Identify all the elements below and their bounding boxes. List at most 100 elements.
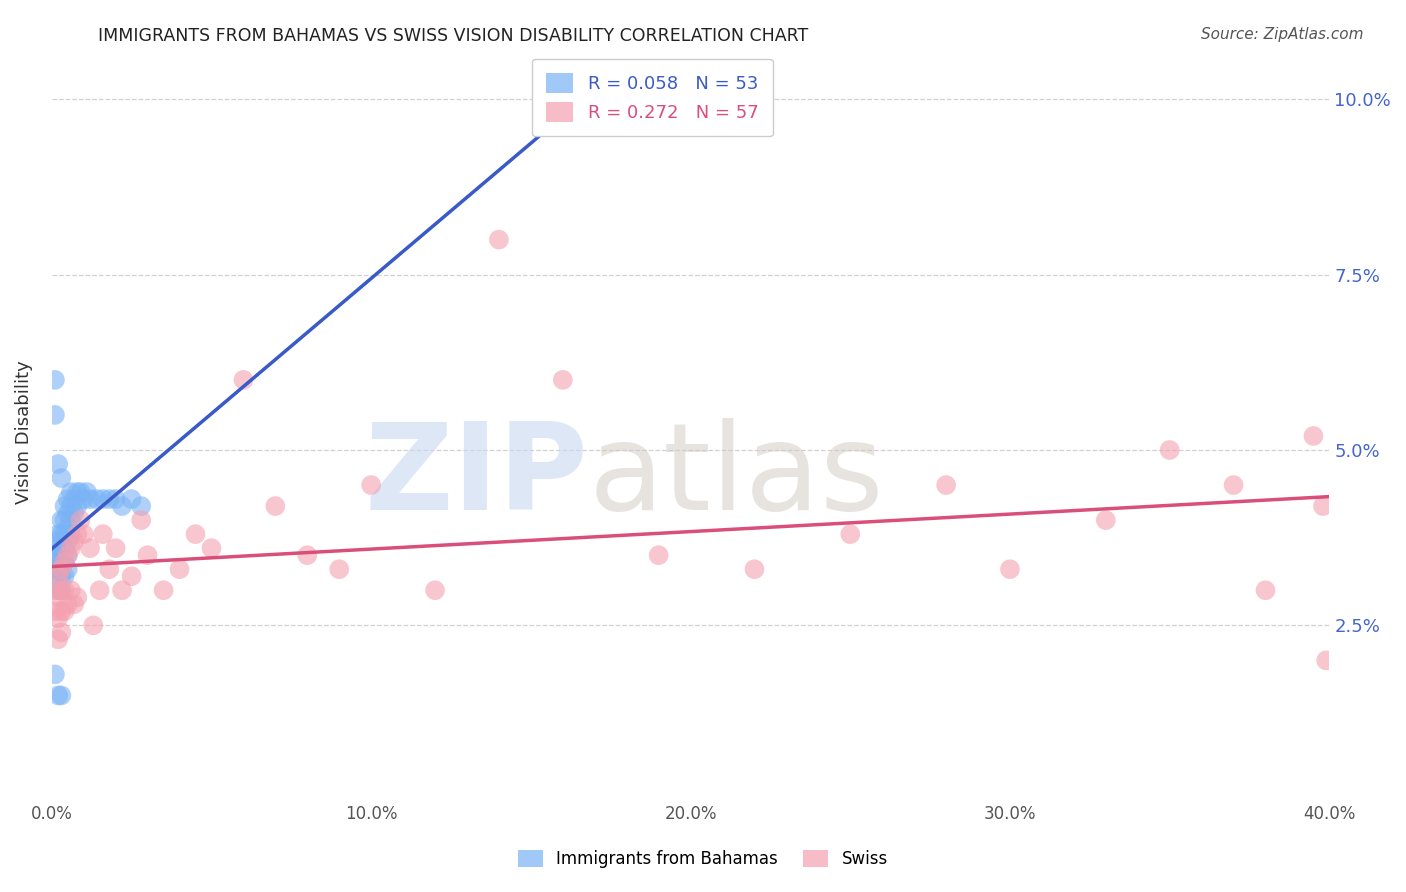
Point [59, 499, 82, 513]
Point [111, 583, 134, 598]
Point [59, 485, 82, 500]
Point [551, 373, 574, 387]
Point [44, 583, 66, 598]
Point [76, 485, 98, 500]
Point [98, 492, 121, 507]
Point [42, 562, 65, 576]
Point [51, 555, 73, 569]
Point [59, 541, 82, 556]
Point [44, 569, 66, 583]
Point [136, 548, 159, 562]
Point [46, 591, 69, 605]
Point [53, 541, 76, 556]
Point [184, 527, 207, 541]
Point [169, 562, 191, 576]
Point [121, 492, 143, 507]
Point [63, 534, 86, 549]
Point [79, 541, 101, 556]
Point [63, 597, 86, 611]
Point [63, 492, 86, 507]
Point [91, 492, 114, 507]
Legend: Immigrants from Bahamas, Swiss: Immigrants from Bahamas, Swiss [512, 843, 894, 875]
Point [98, 562, 121, 576]
Point [44, 408, 66, 422]
Point [51, 562, 73, 576]
Point [59, 583, 82, 598]
Point [51, 569, 73, 583]
Point [56, 562, 79, 576]
Point [91, 527, 114, 541]
Point [1094, 513, 1116, 527]
Point [44, 604, 66, 618]
Point [839, 527, 862, 541]
Y-axis label: Vision Disability: Vision Disability [15, 360, 32, 504]
Point [86, 492, 108, 507]
Point [53, 513, 76, 527]
Point [51, 583, 73, 598]
Point [53, 555, 76, 569]
Point [56, 520, 79, 534]
Point [46, 632, 69, 647]
Point [79, 492, 101, 507]
Point [69, 485, 91, 500]
Point [51, 689, 73, 703]
Point [44, 373, 66, 387]
Point [66, 527, 89, 541]
Point [53, 569, 76, 583]
Point [53, 604, 76, 618]
Point [56, 548, 79, 562]
Point [53, 499, 76, 513]
Point [44, 667, 66, 681]
Point [46, 457, 69, 471]
Point [66, 485, 89, 500]
Text: Source: ZipAtlas.com: Source: ZipAtlas.com [1201, 27, 1364, 42]
Point [56, 597, 79, 611]
Point [1254, 583, 1277, 598]
Point [129, 513, 152, 527]
Point [121, 569, 143, 583]
Point [200, 541, 222, 556]
Point [232, 373, 254, 387]
Legend: R = 0.058   N = 53, R = 0.272   N = 57: R = 0.058 N = 53, R = 0.272 N = 57 [531, 59, 773, 136]
Point [44, 548, 66, 562]
Point [51, 583, 73, 598]
Point [744, 562, 766, 576]
Point [45, 541, 67, 556]
Point [264, 499, 287, 513]
Point [104, 541, 127, 556]
Point [56, 492, 79, 507]
Point [46, 534, 69, 549]
Point [360, 478, 382, 492]
Point [129, 499, 152, 513]
Point [59, 527, 82, 541]
Point [1222, 478, 1244, 492]
Point [53, 527, 76, 541]
Text: atlas: atlas [588, 418, 884, 535]
Point [1315, 653, 1337, 667]
Point [46, 562, 69, 576]
Point [647, 548, 669, 562]
Point [51, 527, 73, 541]
Point [104, 492, 127, 507]
Text: ZIP: ZIP [364, 418, 588, 535]
Point [935, 478, 957, 492]
Point [46, 548, 69, 562]
Point [73, 492, 96, 507]
Point [89, 583, 111, 598]
Point [488, 233, 510, 247]
Point [51, 513, 73, 527]
Point [51, 625, 73, 640]
Point [63, 506, 86, 520]
Point [59, 513, 82, 527]
Point [66, 591, 89, 605]
Point [998, 562, 1021, 576]
Point [51, 471, 73, 485]
Point [51, 604, 73, 618]
Point [423, 583, 446, 598]
Point [56, 548, 79, 562]
Point [328, 562, 350, 576]
Point [46, 569, 69, 583]
Point [46, 527, 69, 541]
Point [1159, 442, 1181, 457]
Point [46, 689, 69, 703]
